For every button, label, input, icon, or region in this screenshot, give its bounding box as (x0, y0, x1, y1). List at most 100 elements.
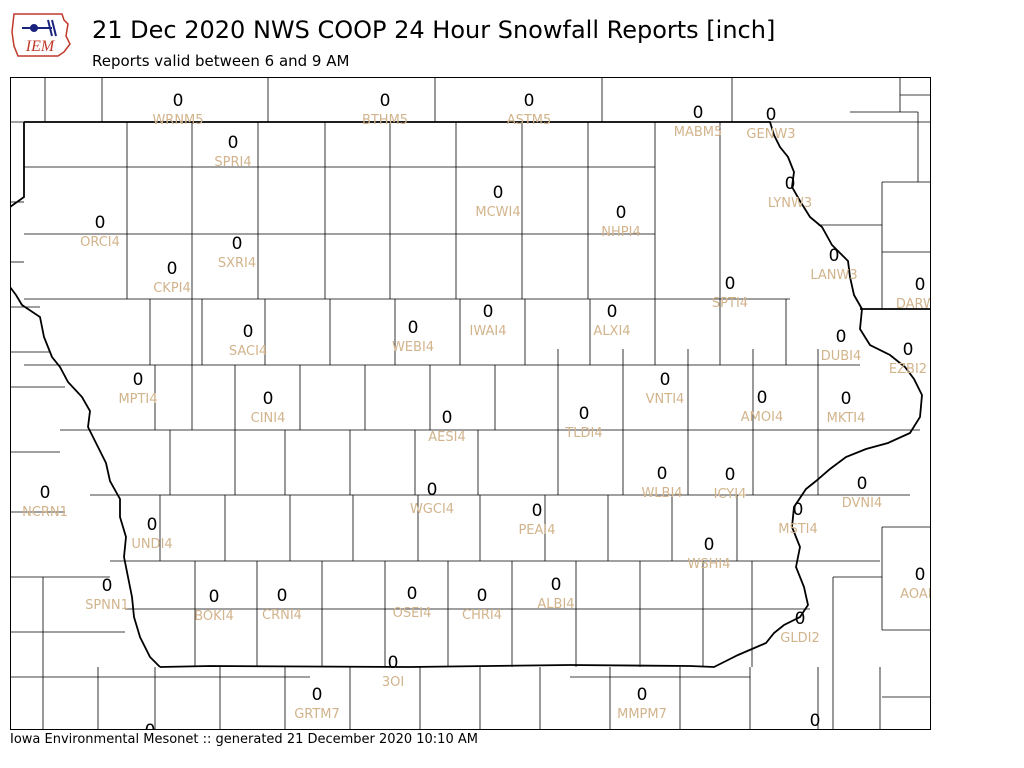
station-marker: 0 NCRN1 (22, 483, 68, 520)
snowfall-value: 0 (660, 370, 671, 390)
station-id-label: GENW3 (746, 127, 795, 142)
snowfall-value: 0 (915, 565, 926, 585)
station-id-label: ORCI4 (80, 235, 120, 250)
station-id-label: LYNW3 (768, 196, 812, 211)
snowfall-value: 0 (243, 322, 254, 342)
snowfall-value: 0 (857, 474, 868, 494)
station-marker: 0 LYNW3 (768, 174, 812, 211)
station-marker: 0 AESI4 (428, 408, 465, 445)
station-marker: 0 MKTI4 (827, 389, 866, 426)
snowfall-value: 0 (173, 91, 184, 111)
station-marker: 0 WSHI4 (688, 535, 731, 572)
snowfall-value: 0 (167, 259, 178, 279)
station-marker: 0 CRNI4 (262, 586, 302, 623)
station-marker: 0 AMOI4 (741, 388, 783, 425)
station-id-label: WLBI4 (641, 486, 682, 501)
station-id-label: SPRI4 (214, 155, 251, 170)
station-id-label: WEBI4 (392, 340, 434, 355)
snowfall-value: 0 (766, 105, 777, 125)
map-title: 21 Dec 2020 NWS COOP 24 Hour Snowfall Re… (92, 16, 776, 44)
station-id-label: NCRN1 (22, 505, 68, 520)
station-id-label: ICYI4 (714, 487, 747, 502)
station-marker: 0 MMPM7 (617, 685, 667, 722)
map-border (10, 77, 931, 730)
snowfall-value: 0 (579, 404, 590, 424)
station-marker: 0 GENW3 (746, 105, 795, 142)
station-marker: 0 SXRI4 (218, 234, 256, 271)
station-marker: 0 PEAI4 (518, 501, 555, 538)
snowfall-value: 0 (757, 388, 768, 408)
station-marker: 0 DARW3 (896, 275, 931, 312)
snowfall-value: 0 (493, 183, 504, 203)
station-marker: 0 BTHM5 (362, 91, 408, 128)
station-marker: 0 IWAI4 (470, 302, 507, 339)
station-id-label: TLDI4 (564, 426, 602, 441)
station-id-label: OSEI4 (393, 606, 432, 621)
station-marker: 0 DUBI4 (821, 327, 862, 364)
station-id-label: MSTI4 (778, 522, 818, 537)
station-marker: 0 GLDI2 (780, 609, 819, 646)
snowfall-value: 0 (795, 609, 806, 629)
station-id-label: GLDI2 (780, 631, 819, 646)
station-marker: 0 WEBI4 (392, 318, 434, 355)
snowfall-value: 0 (263, 389, 274, 409)
snowfall-value: 0 (483, 302, 494, 322)
snowfall-value: 0 (477, 586, 488, 606)
station-id-label: MABM5 (674, 125, 723, 140)
station-id-label: UNDI4 (131, 537, 172, 552)
station-marker: 0 NHPI4 (601, 203, 640, 240)
snowfall-value: 0 (607, 302, 618, 322)
station-markers: 0 WRNM5 0 BTHM5 0 ASTM5 0 MABM5 0 GENW3 0 SPRI4 0 LYN… (22, 91, 931, 730)
station-marker: 0 VNTI4 (646, 370, 685, 407)
snowfall-value: 0 (841, 389, 852, 409)
station-marker: 0 MPTI4 (118, 370, 157, 407)
station-id-label: SPNN1 (85, 598, 129, 613)
station-id-label: CHRI4 (462, 608, 502, 623)
station-id-label: LANW3 (810, 268, 857, 283)
snowfall-map: 0 WRNM5 0 BTHM5 0 ASTM5 0 MABM5 0 GENW3 0 SPRI4 0 LYN… (10, 77, 931, 730)
station-marker: 0 EZBI2 (889, 340, 927, 377)
station-id-label: AESI4 (428, 430, 465, 445)
station-marker: 0 SPTI4 (712, 274, 748, 311)
snowfall-value: 0 (704, 535, 715, 555)
station-marker: 0 WRNM5 (152, 91, 203, 128)
snowfall-value: 0 (228, 133, 239, 153)
station-marker: 0 SPRI4 (214, 133, 251, 170)
snowfall-value: 0 (915, 275, 926, 295)
station-marker: 0 GRTM7 (294, 685, 340, 722)
station-marker: 0 LANW3 (810, 246, 857, 283)
snowfall-value: 0 (637, 685, 648, 705)
map-panel: 0 WRNM5 0 BTHM5 0 ASTM5 0 MABM5 0 GENW3 0 SPRI4 0 LYN… (10, 77, 931, 730)
snowfall-value: 0 (102, 576, 113, 596)
station-id-label: ALBI4 (537, 597, 574, 612)
station-marker: 0 UNDI4 (131, 515, 172, 552)
snowfall-value: 0 (407, 584, 418, 604)
station-id-label: ALXI4 (593, 324, 630, 339)
snowfall-value: 0 (95, 213, 106, 233)
station-id-label: PEAI4 (518, 523, 555, 538)
station-id-label: VNTI4 (646, 392, 685, 407)
station-marker: 0 CINI4 (251, 389, 286, 426)
snowfall-value: 0 (277, 586, 288, 606)
station-marker: 0 ICYI4 (714, 465, 747, 502)
station-id-label: SPTI4 (712, 296, 748, 311)
station-marker: 0 CKPI4 (153, 259, 191, 296)
station-marker: 0 (145, 721, 156, 730)
station-marker: 0 BOKI4 (194, 587, 234, 624)
snowfall-value: 0 (524, 91, 535, 111)
station-marker: 0 MSTI4 (778, 500, 818, 537)
snowfall-value: 0 (232, 234, 243, 254)
station-marker: 0 ALBI4 (537, 575, 574, 612)
station-id-label: IWAI4 (470, 324, 507, 339)
station-marker: 0 MCWI4 (475, 183, 520, 220)
station-marker: 0 ASTM5 (507, 91, 552, 128)
station-id-label: DUBI4 (821, 349, 862, 364)
station-id-label: NHPI4 (601, 225, 640, 240)
station-marker: 0 TLDI4 (564, 404, 602, 441)
snowfall-value: 0 (312, 685, 323, 705)
snowfall-value: 0 (380, 91, 391, 111)
station-id-label: MKTI4 (827, 411, 866, 426)
station-marker: 0 MABM5 (674, 103, 723, 140)
snowfall-value: 0 (209, 587, 220, 607)
